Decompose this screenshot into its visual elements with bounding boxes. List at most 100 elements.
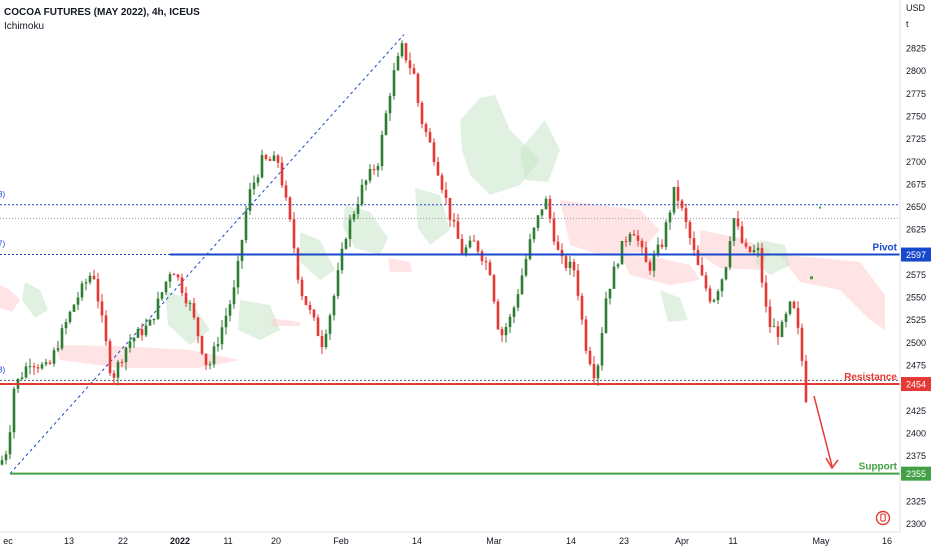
candle-body — [20, 377, 24, 379]
candle-body — [376, 166, 380, 171]
candle-body — [512, 307, 516, 317]
projection-arrow — [813, 395, 839, 470]
candle-body — [524, 258, 528, 276]
candle-body — [268, 159, 272, 161]
candle-body — [4, 454, 8, 461]
candle-body — [704, 275, 708, 289]
candle-body — [624, 240, 628, 242]
candle-body — [536, 215, 540, 228]
candle-body — [252, 182, 256, 190]
candle-body — [436, 161, 440, 176]
time-tick-label: Apr — [675, 536, 689, 546]
candle-body — [348, 219, 352, 239]
candle-body — [776, 326, 780, 337]
candle-body — [640, 240, 644, 248]
time-tick-label: 2022 — [170, 536, 190, 546]
ichimoku-cloud-11 — [520, 120, 560, 182]
ichimoku-cloud-4 — [238, 300, 280, 340]
candle-body — [28, 366, 32, 368]
candle-body — [656, 244, 660, 256]
ichimoku-cloud-15 — [780, 255, 885, 330]
time-tick-label: 13 — [64, 536, 74, 546]
candle-body — [532, 227, 536, 240]
candle-body — [592, 364, 596, 379]
logo-mark — [880, 513, 886, 522]
candle-body — [172, 274, 176, 276]
currency-sub-label: t — [906, 19, 909, 29]
candle-body — [336, 270, 340, 296]
candle-body — [188, 303, 192, 305]
candle-body — [40, 364, 44, 369]
candle-body — [360, 184, 364, 205]
candle-body — [244, 210, 248, 241]
candle-body — [344, 238, 348, 249]
candle-body — [428, 132, 432, 143]
candle-body — [496, 301, 500, 330]
ichimoku-cloud-16 — [755, 240, 790, 275]
candle-body — [464, 247, 468, 255]
candle-body — [796, 308, 800, 328]
logo-ring — [875, 510, 891, 526]
ichimoku-cloud-17 — [660, 290, 688, 322]
candle-body — [564, 256, 568, 268]
candle-body — [476, 241, 480, 252]
candle-body — [112, 373, 116, 378]
candle-body — [396, 56, 400, 71]
candle-body — [752, 250, 756, 253]
price-tag-pivot — [901, 247, 931, 262]
candle-body — [164, 281, 168, 293]
candle-body — [104, 315, 108, 342]
candle-body — [508, 316, 512, 328]
candle-body — [764, 282, 768, 307]
candle-body — [556, 241, 560, 250]
price-tick-label: 2300 — [906, 519, 926, 529]
time-tick-label: May — [812, 536, 830, 546]
candle-body — [620, 240, 624, 265]
candle-body — [500, 329, 504, 336]
candle-body — [488, 262, 492, 276]
time-tick-label: 11 — [728, 536, 737, 546]
price-tick-label: 2550 — [906, 293, 926, 303]
candle-body — [216, 344, 220, 347]
candle-body — [272, 155, 276, 161]
candle-body — [480, 251, 484, 262]
candle-body — [352, 213, 356, 220]
time-tick-label: 16 — [882, 536, 892, 546]
candle-body — [616, 264, 620, 267]
candle-body — [364, 180, 368, 185]
candle-body — [108, 341, 112, 374]
candle-body — [560, 249, 564, 257]
time-tick-label: 14 — [412, 536, 422, 546]
candle-body — [664, 222, 668, 247]
candle-body — [696, 249, 700, 265]
candle-body — [64, 322, 68, 329]
candle-body — [192, 303, 196, 318]
candle-body — [740, 226, 744, 243]
candle-body — [184, 293, 188, 304]
price-tag-support — [901, 466, 931, 481]
candle-body — [228, 304, 232, 316]
price-tick-label: 2575 — [906, 270, 926, 280]
candle-body — [144, 325, 148, 336]
candle-body — [576, 270, 580, 296]
price-tag-text-support: 2355 — [906, 469, 926, 479]
candle-body — [84, 282, 88, 284]
candle-body — [380, 134, 384, 167]
candle-body — [88, 275, 92, 283]
price-tick-label: 2625 — [906, 225, 926, 235]
candle-body — [432, 142, 436, 162]
price-tick-label: 2800 — [906, 66, 926, 76]
candle-body — [568, 261, 572, 268]
key-levels: Pivot 2597 Resistance 2454 Support 2355 — [0, 243, 931, 481]
candle-body — [180, 277, 184, 294]
candle-body — [32, 366, 36, 368]
ichimoku-cloud-13 — [620, 255, 700, 285]
candle-body — [332, 295, 336, 316]
candle-body — [136, 329, 140, 338]
price-tick-label: 2400 — [906, 428, 926, 438]
candle-body — [280, 162, 284, 186]
candle-body — [200, 336, 204, 354]
chart-title: COCOA FUTURES (MAY 2022), 4h, ICEUS — [4, 7, 200, 18]
ichimoku-cloud-14 — [700, 230, 770, 270]
candle-body — [484, 261, 488, 263]
